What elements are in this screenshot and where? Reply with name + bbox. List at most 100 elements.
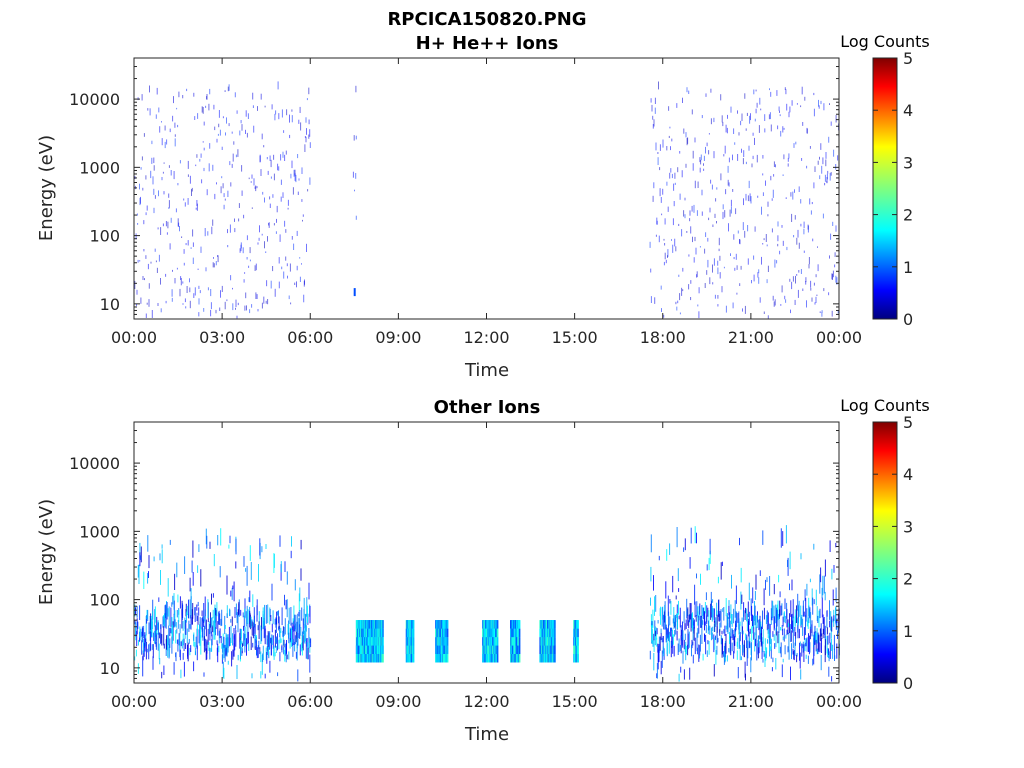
data-streak — [698, 311, 700, 319]
data-streak — [661, 308, 662, 312]
data-streak — [683, 639, 685, 650]
data-streak — [805, 615, 806, 636]
data-streak — [748, 631, 750, 649]
data-streak — [703, 607, 704, 620]
data-streak — [789, 278, 791, 282]
data-streak — [692, 163, 694, 171]
data-streak — [764, 114, 766, 121]
data-streak — [776, 623, 778, 632]
data-streak — [772, 631, 774, 637]
data-streak — [209, 647, 211, 660]
data-streak — [302, 629, 304, 635]
data-streak — [785, 634, 787, 639]
data-streak — [780, 627, 781, 631]
colorbar-tick-label: 2 — [903, 206, 913, 225]
data-streak — [692, 612, 693, 631]
data-streak — [774, 299, 776, 306]
data-streak — [735, 620, 737, 632]
data-streak — [252, 92, 254, 100]
data-streak — [301, 635, 303, 642]
data-streak — [243, 556, 245, 567]
data-streak — [251, 304, 253, 308]
data-streak — [655, 142, 657, 151]
data-streak — [689, 557, 691, 569]
data-streak — [710, 179, 712, 184]
data-block-cell — [496, 637, 499, 646]
data-streak — [188, 620, 190, 632]
data-streak — [773, 634, 775, 641]
data-streak — [156, 630, 158, 635]
data-streak — [261, 546, 263, 553]
data-streak — [179, 633, 181, 650]
data-streak — [308, 119, 310, 125]
data-streak — [743, 198, 744, 206]
data-streak — [189, 624, 191, 629]
data-streak — [767, 612, 769, 626]
data-streak — [299, 587, 301, 602]
data-streak — [740, 656, 742, 661]
data-streak — [200, 153, 202, 158]
data-streak — [749, 611, 750, 625]
data-streak — [819, 574, 821, 594]
data-streak — [135, 649, 137, 657]
data-streak — [209, 143, 211, 149]
data-streak — [269, 203, 271, 208]
data-streak — [203, 672, 205, 677]
data-streak — [219, 129, 221, 136]
data-streak — [753, 627, 755, 640]
data-streak — [686, 598, 688, 619]
data-streak — [143, 249, 145, 252]
data-streak — [246, 132, 248, 138]
data-streak — [149, 85, 150, 93]
data-streak — [796, 605, 797, 623]
data-streak — [660, 285, 662, 290]
data-streak — [259, 155, 261, 163]
data-streak — [308, 134, 310, 139]
data-streak — [828, 136, 830, 143]
data-streak — [158, 597, 160, 602]
data-streak — [764, 638, 766, 650]
data-streak — [766, 610, 768, 631]
data-streak — [289, 134, 291, 139]
data-streak — [196, 628, 198, 649]
data-streak — [692, 236, 693, 243]
data-streak — [160, 570, 161, 585]
data-streak — [727, 114, 728, 119]
data-streak — [201, 106, 203, 113]
data-streak — [210, 617, 212, 634]
data-streak — [261, 233, 263, 236]
data-streak — [819, 311, 821, 313]
data-streak — [672, 629, 673, 638]
data-streak — [668, 611, 670, 628]
data-streak — [715, 617, 717, 627]
data-streak — [742, 222, 744, 231]
data-streak — [654, 627, 656, 640]
data-streak — [199, 627, 201, 646]
data-streak — [803, 228, 805, 235]
data-streak — [299, 610, 301, 628]
data-streak — [219, 566, 221, 578]
data-streak — [688, 631, 690, 648]
data-streak — [224, 90, 226, 92]
data-streak — [756, 643, 758, 661]
data-streak — [810, 280, 812, 288]
data-streak — [165, 300, 167, 304]
data-streak — [159, 632, 161, 639]
data-streak — [139, 260, 141, 262]
data-streak — [742, 308, 743, 312]
data-streak — [161, 544, 163, 549]
data-streak — [208, 621, 210, 629]
data-streak — [758, 269, 760, 274]
data-streak — [718, 237, 720, 246]
data-streak — [712, 626, 714, 632]
data-streak — [809, 578, 811, 583]
data-streak — [296, 230, 298, 236]
data-streak — [701, 211, 703, 216]
data-streak — [760, 633, 762, 647]
data-streak — [783, 154, 785, 160]
data-streak — [825, 159, 827, 167]
data-streak — [237, 302, 239, 306]
data-streak — [251, 207, 253, 209]
data-streak — [821, 312, 823, 317]
data-streak — [205, 619, 207, 637]
